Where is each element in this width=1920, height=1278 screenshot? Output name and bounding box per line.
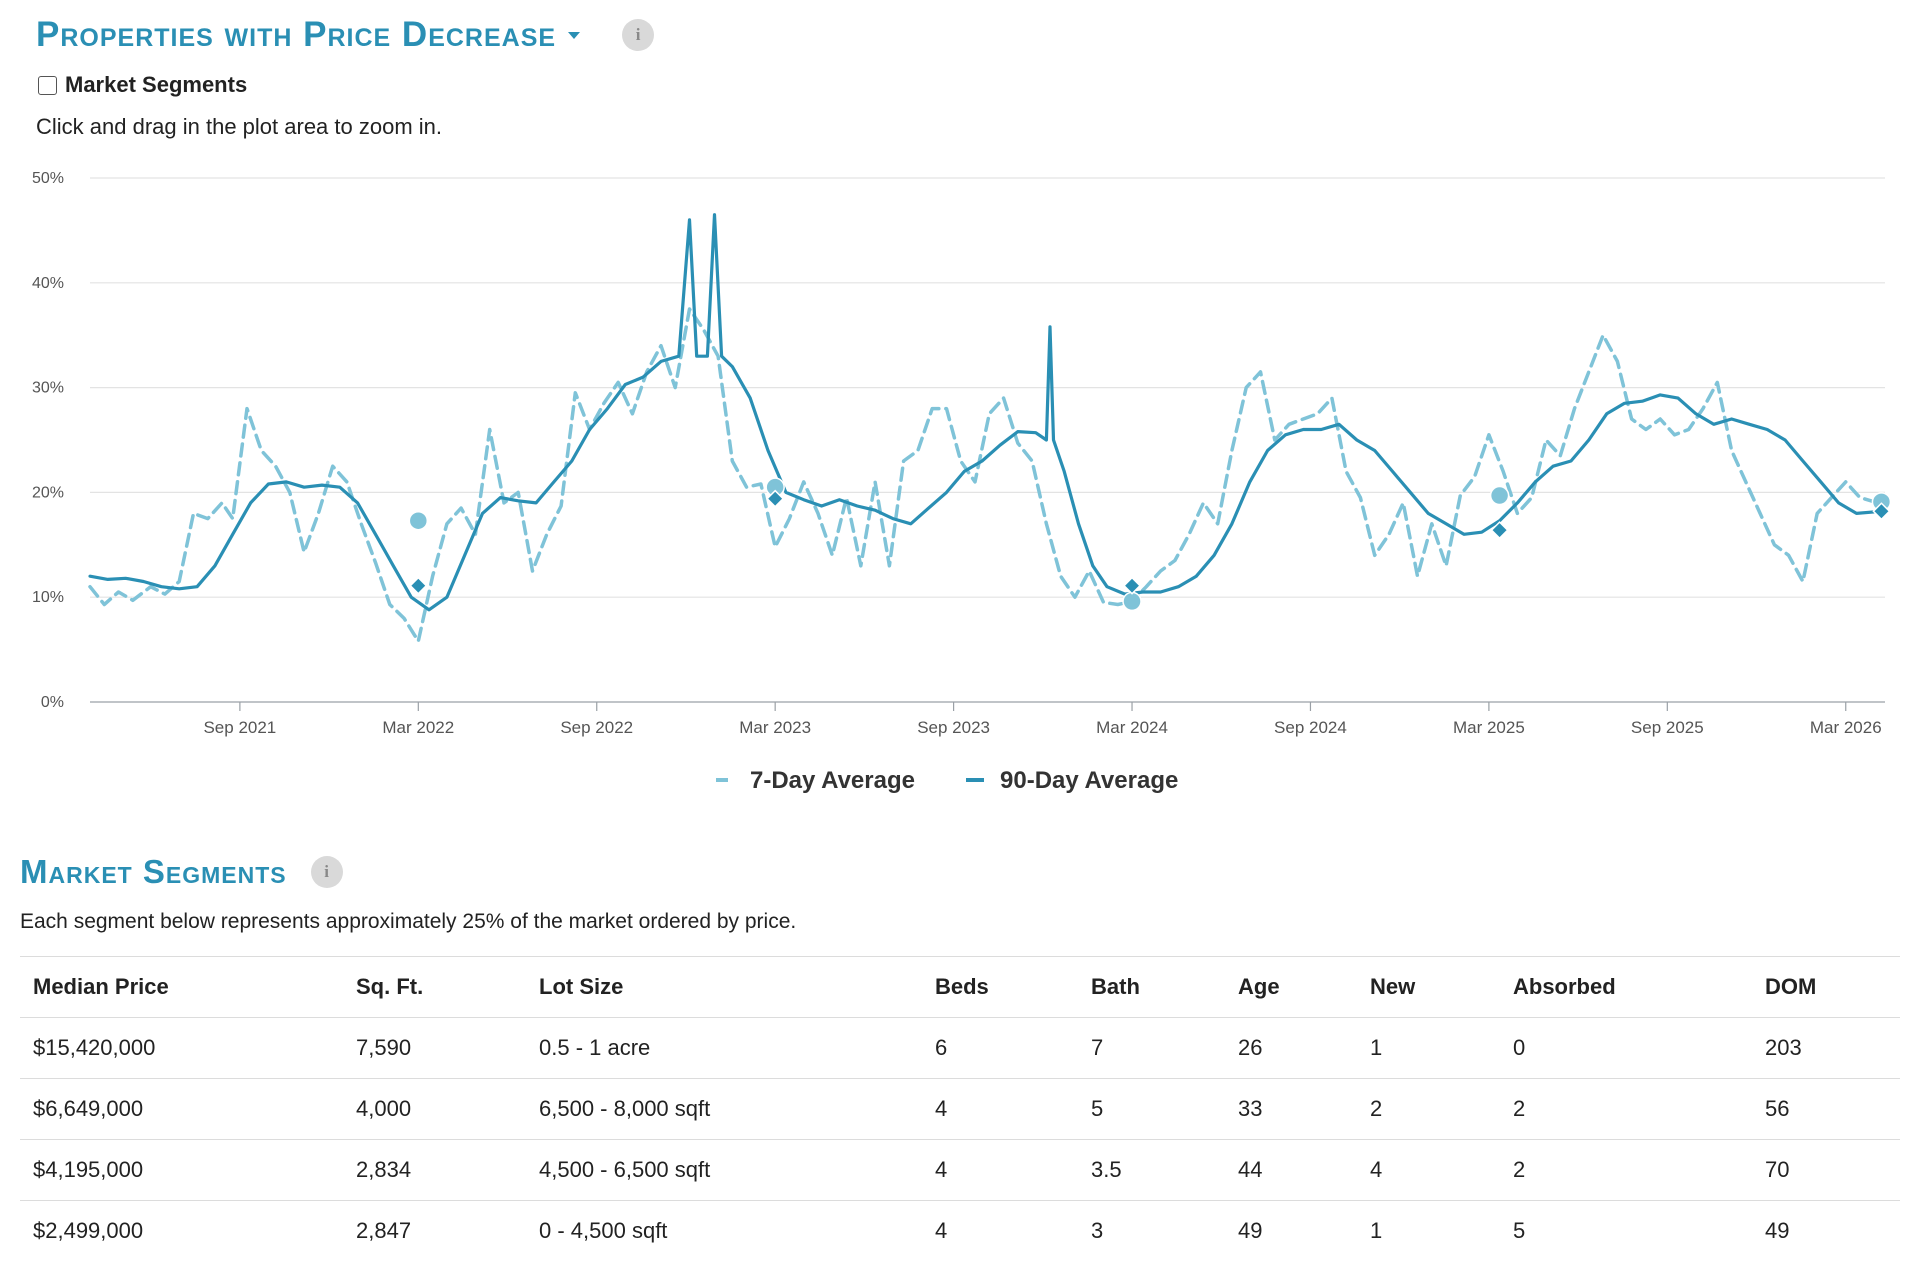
table-cell: 5 [1513, 1218, 1526, 1243]
table-cell: 1 [1370, 1218, 1383, 1243]
table-cell: 7 [1078, 1017, 1225, 1079]
table-cell: 56 [1752, 1078, 1900, 1140]
table-cell: 6,500 - 8,000 sqft [526, 1078, 922, 1140]
column-header: Median Price [20, 956, 343, 1018]
legend-7-day-average-label[interactable]: 7-Day Average [750, 767, 915, 794]
column-header: New [1357, 956, 1500, 1018]
y-tick-label: 10% [32, 589, 64, 606]
data-point-90-day [1122, 576, 1142, 595]
y-tick-label: 50% [32, 170, 64, 187]
table-cell: 4,500 - 6,500 sqft [526, 1139, 922, 1201]
y-tick-label: 20% [32, 484, 64, 501]
table-cell: 2 [1500, 1139, 1752, 1201]
table-cell: 3 [1091, 1218, 1104, 1243]
caret-down-icon[interactable] [568, 31, 581, 39]
column-header: Sq. Ft. [343, 956, 526, 1018]
table-cell: $2,499,000 [33, 1218, 144, 1243]
x-tick-label: Sep 2021 [203, 718, 276, 737]
table-cell: 26 [1225, 1017, 1357, 1079]
table-cell: 5 [1078, 1078, 1225, 1140]
table-cell: 33 [1225, 1078, 1357, 1140]
table-cell: 2,847 [356, 1218, 412, 1243]
table-cell: $15,420,000 [20, 1017, 343, 1079]
column-header: Bath [1078, 956, 1225, 1018]
table-cell: 203 [1752, 1017, 1900, 1079]
table-cell: 2,834 [343, 1139, 526, 1201]
x-tick-label: Mar 2023 [739, 718, 811, 737]
table-cell: 70 [1752, 1139, 1900, 1201]
table-cell: 0 [1500, 1017, 1752, 1079]
segments-title: Market Segments [20, 853, 287, 890]
x-tick-label: Sep 2025 [1631, 718, 1704, 737]
table-row: $6,649,000 4,000 6,500 - 8,000 sqft 4 5 33 2 2 5… [20, 1078, 1900, 1140]
market-segments-checkbox-label: Market Segments [65, 72, 248, 97]
table-cell: 0 - 4,500 sqft [539, 1218, 668, 1243]
info-icon[interactable]: i [622, 19, 655, 51]
table-cell: 4,000 [343, 1078, 526, 1140]
data-point-7-day [1122, 591, 1142, 612]
table-cell: 2 [1500, 1078, 1752, 1140]
x-tick-label: Mar 2026 [1810, 718, 1882, 737]
table-cell: 4 [922, 1139, 1078, 1201]
zoom-hint: Click and drag in the plot area to zoom … [36, 114, 443, 139]
x-tick-label: Mar 2025 [1453, 718, 1525, 737]
table-cell: 4 [1357, 1139, 1500, 1201]
data-point-7-day [408, 510, 429, 531]
y-tick-label: 40% [32, 275, 64, 292]
x-tick-label: Sep 2022 [560, 718, 633, 737]
legend-90-day-average-label[interactable]: 90-Day Average [1000, 767, 1178, 794]
chart-header: Properties with Price Decrease i [36, 10, 655, 60]
data-point-7-day [1489, 485, 1510, 506]
data-point-90-day [409, 576, 428, 595]
table-row: $4,195,000 2,834 4,500 - 6,500 sqft 4 3.5 44 4… [20, 1139, 1900, 1201]
market-segments-checkbox[interactable] [38, 75, 57, 95]
chart-title[interactable]: Properties with Price Decrease [36, 15, 557, 54]
table-cell: 1 [1357, 1017, 1500, 1079]
table-cell: 4 [935, 1218, 948, 1243]
table-cell: 49 [1765, 1218, 1790, 1243]
table-cell: 49 [1238, 1218, 1263, 1243]
data-point-90-day [766, 489, 785, 508]
x-tick-label: Sep 2023 [917, 718, 990, 737]
data-point-90-day [1872, 502, 1891, 521]
x-tick-label: Mar 2024 [1096, 718, 1168, 737]
table-row: $15,420,000 7,590 0.5 - 1 acre 6 7 26 1 0 203 [20, 1017, 1900, 1079]
table-cell: $6,649,000 [20, 1078, 343, 1140]
y-tick-label: 30% [32, 380, 64, 397]
table-cell: 0.5 - 1 acre [526, 1017, 922, 1079]
series-7-day-average-line [88, 307, 1884, 643]
segments-table: Median Price Sq. Ft. Lot Size Beds Bath Age Ne… [20, 956, 1900, 1261]
segments-header: Market Segments i [20, 850, 343, 894]
market-segments-toggle[interactable]: Market Segments [38, 72, 247, 98]
table-cell: 44 [1225, 1139, 1357, 1201]
table-cell: 2 [1357, 1078, 1500, 1140]
column-header: Absorbed [1500, 956, 1752, 1018]
table-cell: 3.5 [1078, 1139, 1225, 1201]
segments-description: Each segment below represents approximat… [20, 910, 797, 933]
table-cell: 6 [922, 1017, 1078, 1079]
info-icon[interactable]: i [310, 856, 343, 888]
y-tick-label: 0% [41, 694, 64, 711]
column-header: Lot Size [526, 956, 922, 1018]
table-row: $2,499,000 2,847 0 - 4,500 sqft 4 3 49 1 5 49 [20, 1201, 1900, 1262]
x-tick-label: Sep 2024 [1274, 718, 1347, 737]
data-point-90-day [1490, 521, 1509, 540]
table-cell: 4 [922, 1078, 1078, 1140]
table-cell: 7,590 [343, 1017, 526, 1079]
column-header: DOM [1752, 956, 1900, 1018]
x-tick-label: Mar 2022 [382, 718, 454, 737]
table-body: $15,420,000 7,590 0.5 - 1 acre 6 7 26 1 0 203 $6,… [20, 1017, 1900, 1262]
table-cell: $4,195,000 [20, 1139, 343, 1201]
column-header: Beds [922, 956, 1078, 1018]
column-header: Age [1225, 956, 1357, 1018]
table-header-row: Median Price Sq. Ft. Lot Size Beds Bath Age Ne… [20, 956, 1900, 1018]
series-90-day-average-line [88, 213, 1883, 612]
price-decrease-chart[interactable]: 0% 10% 20% 30% 40% 50% Sep 2021 Mar 2022 Sep 202… [0, 160, 1920, 810]
